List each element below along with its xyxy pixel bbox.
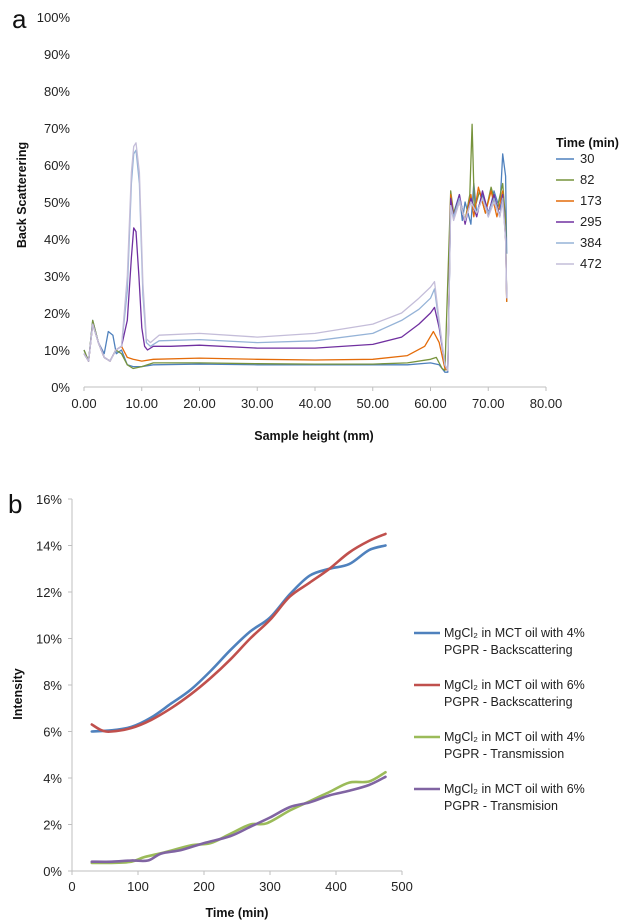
chart-a-x-tick: 40.00 [299,396,332,411]
chart-b-x-ticks: 0 100 200 300 400 500 [68,871,413,894]
panel-letter-b: b [8,489,22,519]
chart-a-y-tick: 20% [44,306,70,321]
chart-b-legend-label: MgCl₂ in MCT oil with 6% [444,782,585,796]
chart-b-y-ticks: 0% 2% 4% 6% 8% 10% 12% 14% 16% [36,492,72,879]
chart-a: a 0% 10% 20% 30% 40% 50% 60% 70% 80% 90% 100% 0.00… [12,4,619,443]
chart-b-legend-label: MgCl₂ in MCT oil with 6% [444,678,585,692]
chart-a-legend-label: 173 [580,193,602,208]
chart-b-y-tick: 0% [43,864,62,879]
chart-a-x-ticks: 0.00 10.00 20.00 30.00 40.00 50.00 60.00 70.00 8… [71,387,562,411]
chart-b-y-tick: 8% [43,678,62,693]
chart-b-series-3 [90,770,387,865]
chart-b-y-tick: 4% [43,771,62,786]
chart-a-legend-label: 472 [580,256,602,271]
chart-b-y-tick: 6% [43,725,62,740]
chart-a-legend-title: Time (min) [556,136,619,150]
chart-a-series-82 [83,123,508,372]
chart-a-y-ticks: 0% 10% 20% 30% 40% 50% 60% 70% 80% 90% 100% [37,10,71,395]
chart-a-legend-label: 384 [580,235,602,250]
chart-a-x-label: Sample height (mm) [254,429,373,443]
chart-b-x-tick: 500 [391,879,413,894]
chart-b-x-tick: 200 [193,879,215,894]
chart-a-series [83,123,508,373]
chart-b-legend: MgCl₂ in MCT oil with 4% PGPR - Backscatt… [414,626,585,813]
chart-b: b 0% 2% 4% 6% 8% 10% 12% 14% 16% 0 100 200 300 400 50… [8,489,585,920]
chart-b-series-4 [90,775,387,864]
chart-a-x-tick: 60.00 [414,396,447,411]
chart-b-y-tick: 14% [36,539,62,554]
chart-b-series [90,532,387,865]
chart-b-y-label: Intensity [11,668,25,719]
chart-b-x-tick: 100 [127,879,149,894]
chart-b-series-1 [90,544,387,733]
chart-b-y-tick: 2% [43,818,62,833]
chart-b-y-tick: 12% [36,585,62,600]
chart-b-x-tick: 400 [325,879,347,894]
chart-a-y-tick: 50% [44,195,70,210]
chart-b-x-label: Time (min) [206,906,269,920]
chart-b-legend-label: PGPR - Transmision [444,799,558,813]
chart-a-y-tick: 30% [44,269,70,284]
chart-a-y-tick: 40% [44,232,70,247]
chart-a-y-label: Back Scatterering [15,142,29,248]
chart-b-x-tick: 300 [259,879,281,894]
chart-a-y-tick: 0% [51,380,70,395]
chart-b-legend-label: MgCl₂ in MCT oil with 4% [444,730,585,744]
chart-a-x-tick: 10.00 [125,396,158,411]
chart-b-legend-label: PGPR - Backscattering [444,695,573,709]
chart-a-y-tick: 80% [44,84,70,99]
chart-a-x-tick: 50.00 [356,396,389,411]
chart-a-x-tick: 0.00 [71,396,96,411]
chart-b-series-2 [90,532,387,733]
panel-letter-a: a [12,4,27,34]
chart-b-x-tick: 0 [68,879,75,894]
chart-a-series-472 [83,142,508,372]
chart-a-legend: 30 82 173 295 384 472 [556,151,602,271]
chart-a-y-tick: 90% [44,47,70,62]
chart-a-series-30 [83,153,508,373]
chart-a-legend-label: 82 [580,172,594,187]
chart-b-legend-label: PGPR - Backscattering [444,643,573,657]
chart-b-legend-label: MgCl₂ in MCT oil with 4% [444,626,585,640]
chart-a-y-tick: 100% [37,10,71,25]
chart-a-y-tick: 70% [44,121,70,136]
chart-a-x-tick: 80.00 [530,396,563,411]
chart-a-x-tick: 70.00 [472,396,505,411]
chart-a-legend-label: 295 [580,214,602,229]
chart-b-legend-label: PGPR - Transmission [444,747,564,761]
chart-a-series-384 [83,149,508,372]
chart-a-x-tick: 30.00 [241,396,274,411]
chart-a-x-tick: 20.00 [183,396,216,411]
chart-a-legend-label: 30 [580,151,594,166]
chart-a-y-tick: 10% [44,343,70,358]
chart-b-y-tick: 16% [36,492,62,507]
chart-b-y-tick: 10% [36,632,62,647]
chart-a-y-tick: 60% [44,158,70,173]
